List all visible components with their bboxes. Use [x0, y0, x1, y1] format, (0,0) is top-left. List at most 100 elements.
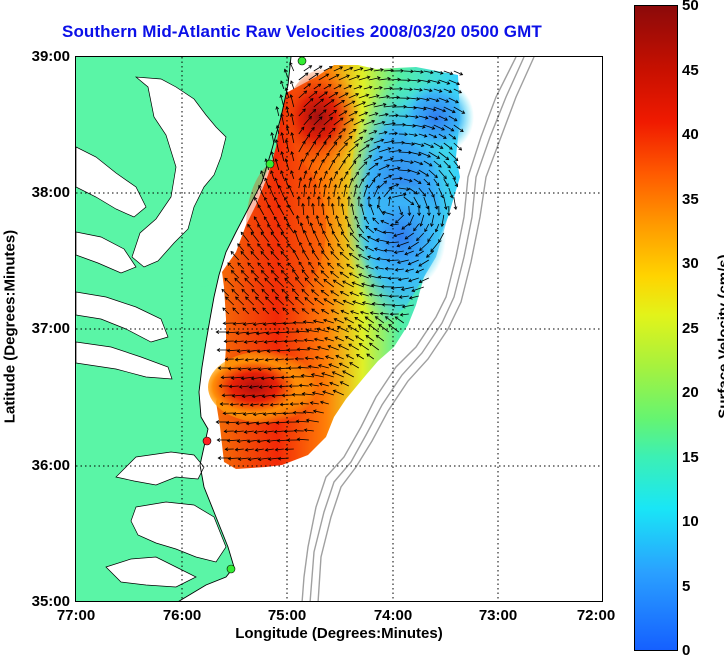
velocity-arrow-head: [365, 335, 370, 339]
velocity-arrow: [345, 215, 350, 225]
velocity-arrow: [291, 151, 295, 162]
velocity-arrow: [333, 66, 343, 72]
velocity-arrow: [311, 270, 320, 279]
velocity-arrow: [312, 203, 315, 216]
velocity-arrow: [418, 169, 429, 177]
velocity-arrow-head: [287, 243, 291, 247]
velocity-arrow-head: [243, 430, 248, 434]
velocity-arrow-head: [327, 134, 332, 139]
velocity-arrow: [378, 113, 389, 117]
velocity-arrow: [275, 158, 280, 171]
velocity-arrow-head: [323, 298, 328, 302]
velocity-arrow: [281, 132, 285, 144]
velocity-arrow-head: [425, 173, 430, 177]
velocity-arrow: [340, 291, 349, 297]
velocity-arrow-head: [267, 367, 272, 371]
velocity-arrow: [237, 262, 245, 270]
velocity-arrow-head: [361, 282, 365, 287]
velocity-arrow: [282, 394, 294, 396]
velocity-arrow: [408, 187, 418, 195]
velocity-arrow: [365, 316, 375, 324]
velocity-arrow: [322, 203, 325, 216]
velocity-arrow-head: [270, 231, 275, 236]
velocity-arrow-head: [383, 180, 388, 185]
velocity-arrow: [378, 131, 388, 135]
velocity-arrow: [373, 121, 385, 126]
velocity-arrow: [328, 74, 340, 81]
chesapeake-bay: [131, 76, 227, 268]
velocity-arrow: [303, 152, 309, 162]
velocity-arrow: [298, 141, 306, 153]
velocity-arrow: [323, 279, 335, 288]
velocity-arrow-head: [281, 288, 285, 293]
velocity-arrow: [438, 151, 449, 160]
velocity-arrow: [285, 296, 295, 306]
velocity-arrow-head: [226, 348, 231, 353]
velocity-arrow: [237, 349, 249, 352]
velocity-arrow-head: [394, 131, 398, 136]
velocity-arrow-head: [330, 290, 334, 294]
velocity-arrow-head: [407, 245, 412, 250]
velocity-arrow-head: [344, 336, 349, 340]
velocity-arrow: [326, 327, 339, 333]
velocity-arrow: [350, 310, 359, 315]
velocity-arrow: [308, 109, 316, 117]
velocity-arrow-head: [378, 324, 382, 328]
velocity-arrow-head: [350, 118, 355, 122]
velocity-arrow-head: [254, 196, 258, 201]
velocity-arrow-head: [372, 102, 377, 106]
velocity-arrow-head: [452, 176, 456, 181]
velocity-arrow: [398, 277, 409, 281]
velocity-arrow-head: [454, 183, 459, 188]
velocity-arrow-head: [246, 349, 251, 354]
velocity-arrow: [408, 97, 420, 100]
velocity-arrow-head: [312, 140, 316, 145]
velocity-arrow-head: [392, 121, 396, 126]
velocity-arrow-head: [342, 128, 346, 132]
velocity-arrow-head: [399, 211, 403, 216]
velocity-arrow: [334, 318, 344, 324]
velocity-arrow: [368, 179, 376, 189]
velocity-arrow-head: [292, 410, 297, 415]
velocity-arrow-head: [338, 223, 342, 227]
velocity-arrow-head: [251, 288, 255, 293]
velocity-arrow: [339, 271, 350, 279]
velocity-arrow-head: [257, 262, 261, 266]
velocity-arrow-head: [330, 251, 335, 255]
velocity-arrow: [300, 403, 309, 405]
velocity-arrow: [264, 430, 274, 433]
velocity-arrow-head: [305, 214, 310, 219]
velocity-arrow-head: [262, 412, 267, 416]
velocity-arrow: [284, 69, 290, 81]
velocity-arrow-head: [369, 311, 374, 315]
velocity-arrow: [274, 340, 284, 343]
velocity-arrow: [438, 115, 448, 121]
velocity-arrow: [388, 167, 401, 171]
velocity-arrow: [408, 241, 420, 250]
velocity-arrow: [235, 358, 244, 361]
x-tick-label: 75:00: [267, 607, 307, 624]
velocity-arrow-head: [249, 402, 254, 407]
velocity-arrow-head: [355, 244, 360, 249]
velocity-arrow-head: [427, 154, 432, 158]
velocity-arrow-head: [324, 170, 328, 175]
velocity-arrow-head: [237, 262, 241, 266]
velocity-arrow-head: [268, 384, 273, 389]
velocity-arrow: [379, 294, 389, 297]
velocity-arrow-head: [295, 419, 300, 424]
velocity-arrow: [369, 342, 380, 351]
velocity-arrow: [369, 204, 375, 216]
velocity-arrow-head: [436, 80, 441, 85]
velocity-arrow: [225, 296, 235, 306]
velocity-arrow-head: [342, 370, 346, 374]
velocity-arrow-head: [349, 291, 354, 296]
velocity-arrow-head: [242, 322, 247, 326]
velocity-arrow: [282, 307, 290, 315]
velocity-arrow: [353, 119, 365, 126]
velocity-arrow-head: [430, 144, 435, 148]
velocity-arrow: [273, 322, 284, 325]
velocity-arrow-head: [319, 400, 324, 405]
velocity-arrow: [383, 105, 397, 108]
velocity-arrow-head: [277, 456, 282, 461]
velocity-arrow: [303, 116, 312, 126]
